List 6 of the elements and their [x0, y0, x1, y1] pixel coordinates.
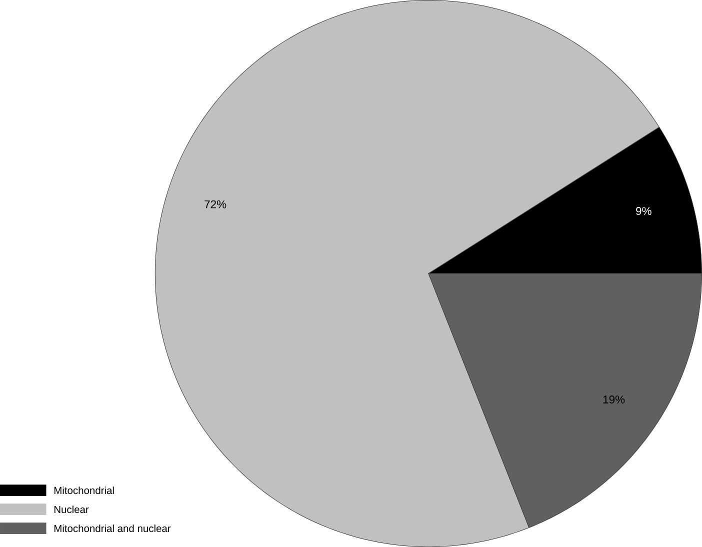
- data-label: 19%: [603, 395, 625, 404]
- data-label: 9%: [636, 207, 652, 215]
- data-label: 72%: [204, 200, 226, 208]
- legend-label: Mitochondrial: [54, 486, 114, 494]
- legend-label: Mitochondrial and nuclear: [54, 524, 171, 532]
- legend-label: Nuclear: [54, 506, 89, 514]
